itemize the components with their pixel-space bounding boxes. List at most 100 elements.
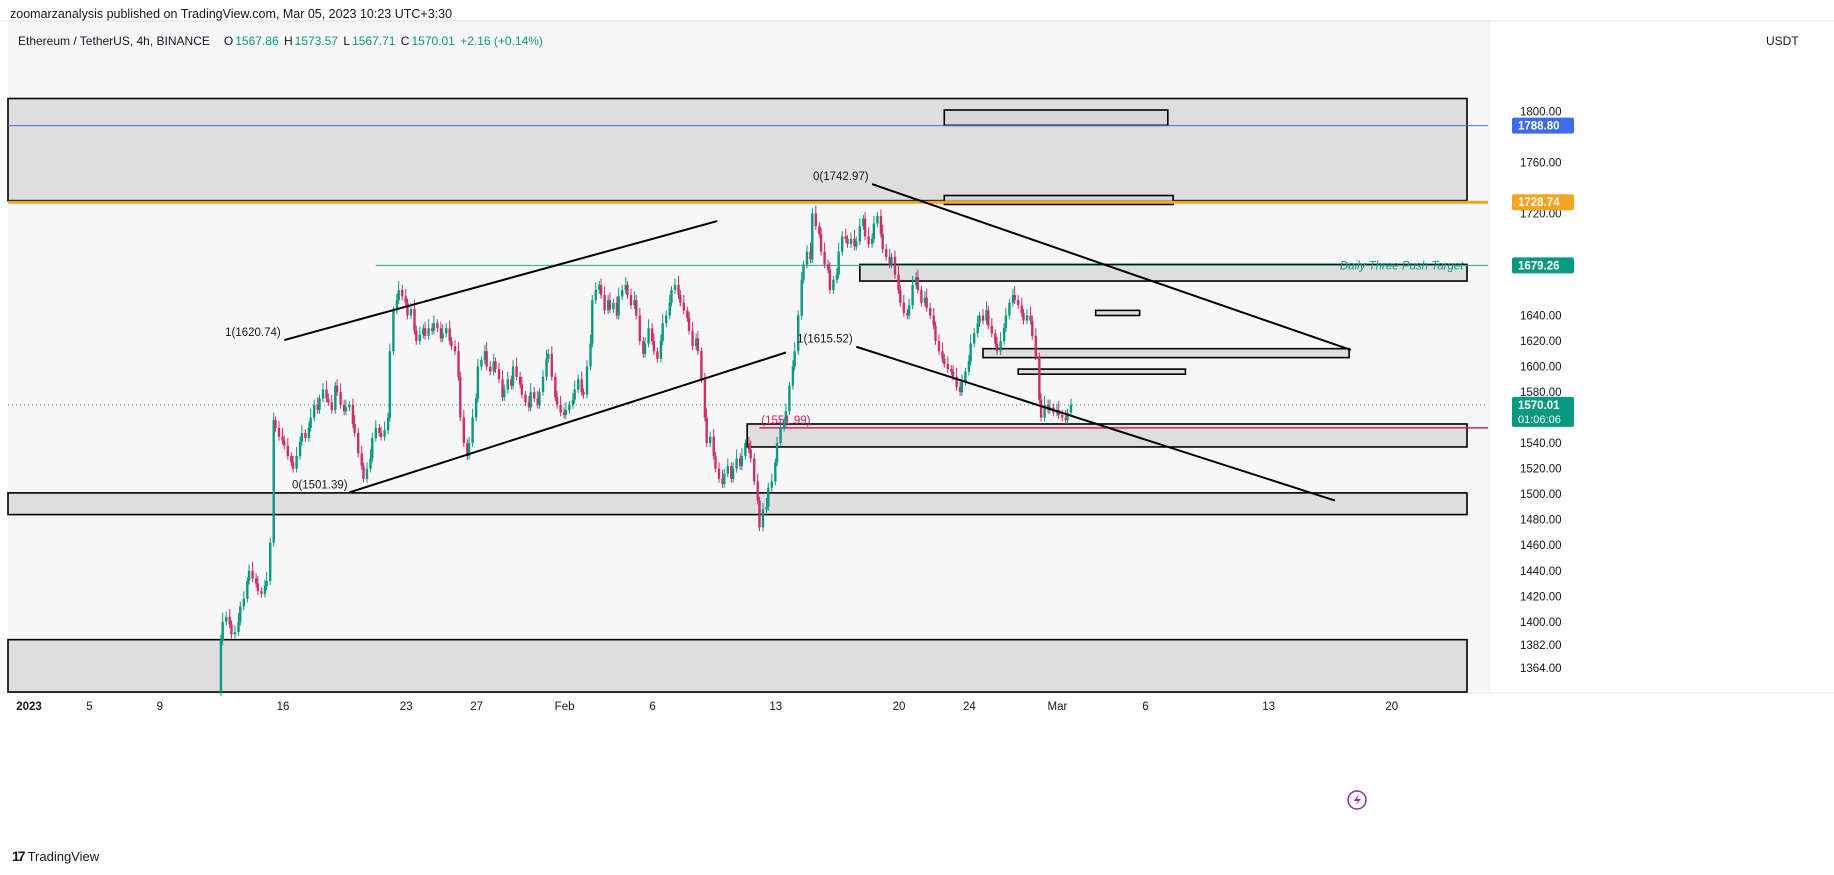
candle-body (413, 309, 416, 331)
candle-body (430, 328, 434, 331)
candle-body (457, 351, 460, 377)
candle-body (994, 333, 997, 344)
candle-body (717, 468, 721, 479)
candle-body (937, 341, 941, 352)
x-tick-label: 27 (470, 701, 483, 713)
candle-body (520, 384, 524, 395)
candle-body (709, 436, 712, 444)
candle-body (476, 366, 480, 399)
candle-body (589, 343, 592, 367)
candle-body (879, 215, 883, 234)
candle-body (265, 580, 268, 587)
candle-body (383, 430, 386, 437)
candle-body (615, 302, 619, 316)
candle-body (318, 398, 321, 410)
candle-body (805, 251, 809, 265)
candle-body (450, 341, 453, 347)
candle-body (721, 478, 724, 484)
candle-body (633, 300, 636, 306)
x-tick-label: 5 (86, 701, 92, 713)
candle-body (902, 302, 905, 313)
candle-body (809, 251, 812, 260)
candle-body (951, 371, 955, 377)
candle-body (459, 376, 462, 418)
price-label-1: 1728.74 (1518, 197, 1560, 209)
candle-body (638, 315, 641, 342)
candle-body (316, 404, 319, 410)
tradingview-logo[interactable]: 17 TradingView (12, 848, 99, 864)
candle-body (656, 351, 659, 359)
candle-body (888, 256, 891, 265)
countdown-label: 01:06:06 (1518, 414, 1561, 426)
candle-body (788, 385, 791, 412)
candle-body (386, 417, 390, 431)
candle-body (916, 277, 920, 290)
y-tick-label: 1440.00 (1520, 566, 1562, 578)
candle-body (969, 343, 972, 362)
candle-body (738, 458, 742, 467)
symbol-ohlc-bar: Ethereum / TetherUS, 4h, BINANCE O 1567.8… (18, 34, 545, 48)
candle-body (687, 318, 691, 331)
candle-body (511, 366, 515, 386)
candle-body (932, 315, 935, 326)
candle-body (467, 443, 471, 456)
candle-body (802, 264, 805, 280)
candle-body (246, 580, 249, 599)
candle-body (626, 284, 629, 296)
price-label-box-3 (1512, 396, 1574, 427)
candle-body (379, 432, 383, 437)
brand-label: TradingView (27, 848, 100, 864)
y-tick-label: 1460.00 (1520, 540, 1562, 552)
y-tick-label: 1600.00 (1520, 362, 1562, 374)
x-tick-label: 20 (893, 701, 906, 713)
candle-body (976, 323, 979, 334)
candle-body (547, 353, 550, 359)
candle-body (247, 570, 251, 581)
candle-body (406, 302, 409, 316)
candle-body (897, 274, 900, 290)
candle-body (524, 394, 527, 403)
candle-body (890, 256, 893, 265)
candle-body (694, 338, 698, 347)
candle-body (536, 398, 539, 405)
x-tick-label: Feb (555, 701, 575, 713)
candle-body (885, 249, 888, 257)
zone-box-3 (858, 263, 1468, 282)
tradingview-icon: 17 (12, 848, 26, 864)
candle-body (219, 640, 223, 692)
candle-body (541, 376, 545, 393)
candle-body (730, 466, 733, 479)
candle-body (506, 379, 509, 390)
currency-label: USDT (1766, 34, 1799, 48)
x-tick-label: 6 (1142, 701, 1148, 713)
y-tick-label: 1640.00 (1520, 310, 1562, 322)
close-value: 1570.01 (411, 34, 455, 48)
candle-body (629, 295, 633, 306)
candle-body (779, 427, 782, 444)
candle-body (342, 404, 346, 412)
candle-body (298, 441, 302, 456)
candle-body (705, 417, 708, 444)
candle-body (228, 616, 231, 625)
candle-body (767, 487, 770, 507)
candle-body (744, 443, 747, 456)
candle-body (686, 310, 689, 319)
zone-box-1 (943, 109, 1169, 127)
candle-body (221, 621, 224, 641)
candle-body (837, 251, 840, 275)
zone-box-0 (7, 97, 1468, 202)
candle-body (761, 509, 765, 528)
candle-body (826, 264, 830, 270)
close-label: C (400, 34, 410, 48)
zone-box-9 (7, 638, 1468, 693)
candle-body (485, 351, 488, 367)
candle-body (286, 445, 289, 456)
candle-body (800, 279, 803, 316)
candle-body (747, 443, 751, 450)
candle-body (985, 310, 988, 321)
candle-body (696, 338, 700, 352)
candle-body (603, 295, 606, 311)
candle-body (295, 455, 298, 469)
candle-body (673, 284, 677, 290)
